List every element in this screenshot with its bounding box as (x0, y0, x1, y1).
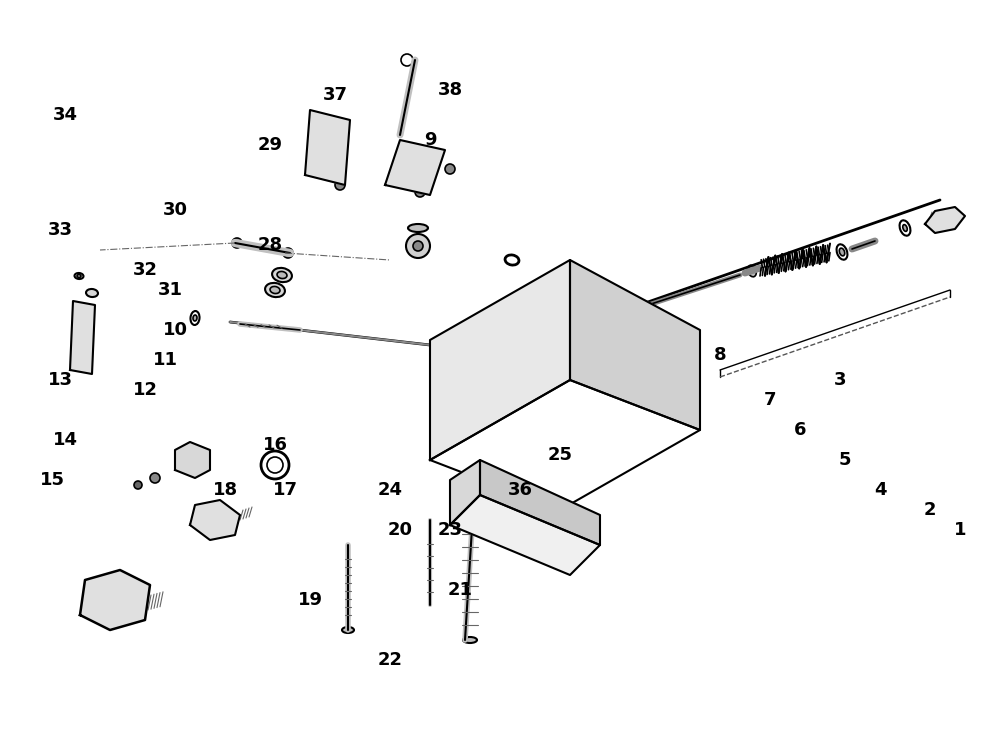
Circle shape (232, 238, 242, 248)
Text: 3: 3 (834, 371, 846, 389)
Polygon shape (570, 260, 700, 430)
Text: 14: 14 (53, 431, 78, 449)
Ellipse shape (342, 627, 354, 633)
Ellipse shape (484, 507, 496, 513)
Ellipse shape (77, 275, 81, 278)
Circle shape (445, 164, 455, 174)
Circle shape (78, 351, 86, 359)
Ellipse shape (559, 536, 571, 543)
Text: 13: 13 (48, 371, 73, 389)
Circle shape (100, 585, 130, 615)
Text: 25: 25 (548, 446, 572, 464)
Circle shape (78, 317, 86, 325)
Text: 19: 19 (298, 591, 323, 609)
Ellipse shape (837, 244, 847, 260)
Polygon shape (70, 301, 95, 374)
Text: 5: 5 (839, 451, 851, 469)
Text: 20: 20 (388, 521, 413, 539)
Ellipse shape (265, 283, 285, 297)
Ellipse shape (193, 315, 197, 321)
Text: 32: 32 (133, 261, 158, 279)
Ellipse shape (651, 374, 669, 386)
Ellipse shape (272, 268, 292, 282)
Circle shape (401, 54, 413, 66)
Text: 17: 17 (273, 481, 298, 499)
Text: 21: 21 (448, 581, 473, 599)
Circle shape (406, 234, 430, 258)
Ellipse shape (277, 272, 287, 278)
Circle shape (322, 158, 334, 170)
Polygon shape (385, 140, 445, 195)
Text: 22: 22 (378, 651, 403, 669)
Text: 8: 8 (714, 346, 726, 364)
Circle shape (108, 593, 122, 607)
Ellipse shape (534, 296, 546, 304)
Ellipse shape (839, 248, 845, 256)
Circle shape (576, 294, 584, 302)
Text: 37: 37 (323, 86, 348, 104)
Text: 29: 29 (258, 136, 283, 154)
Text: 10: 10 (163, 321, 188, 339)
Circle shape (150, 473, 160, 483)
Text: 11: 11 (153, 351, 178, 369)
Ellipse shape (903, 225, 907, 232)
Ellipse shape (75, 273, 83, 279)
Circle shape (283, 248, 293, 258)
Circle shape (78, 334, 86, 342)
Polygon shape (925, 207, 965, 233)
Text: 12: 12 (133, 381, 158, 399)
Text: 23: 23 (438, 521, 463, 539)
Ellipse shape (504, 316, 516, 324)
Ellipse shape (505, 255, 519, 265)
Text: 33: 33 (48, 221, 73, 239)
Circle shape (413, 241, 423, 251)
Text: 24: 24 (378, 481, 403, 499)
Text: 16: 16 (263, 436, 288, 454)
Circle shape (415, 187, 425, 197)
Ellipse shape (463, 637, 477, 643)
Polygon shape (450, 495, 600, 575)
Circle shape (335, 180, 345, 190)
Polygon shape (305, 110, 350, 185)
Text: 18: 18 (212, 481, 238, 499)
Circle shape (267, 457, 283, 473)
Circle shape (134, 481, 142, 489)
Text: 7: 7 (764, 391, 776, 409)
Text: 4: 4 (874, 481, 886, 499)
Polygon shape (190, 500, 240, 540)
Text: 30: 30 (163, 201, 188, 219)
Ellipse shape (408, 224, 428, 232)
Ellipse shape (86, 289, 98, 297)
Text: 15: 15 (40, 471, 65, 489)
Ellipse shape (474, 336, 486, 344)
Circle shape (943, 217, 949, 223)
Text: 34: 34 (53, 106, 78, 124)
Polygon shape (80, 570, 150, 630)
Text: 38: 38 (437, 81, 463, 99)
Text: 28: 28 (257, 236, 283, 254)
Text: 9: 9 (424, 131, 436, 149)
Text: 31: 31 (158, 281, 183, 299)
Circle shape (622, 305, 632, 315)
Text: 6: 6 (794, 421, 806, 439)
Polygon shape (450, 460, 480, 525)
Text: 1: 1 (954, 521, 966, 539)
Ellipse shape (190, 311, 200, 325)
Ellipse shape (900, 221, 910, 236)
Polygon shape (175, 442, 210, 478)
Text: 2: 2 (924, 501, 936, 519)
Ellipse shape (748, 265, 756, 277)
Circle shape (322, 118, 334, 130)
Text: 36: 36 (508, 481, 532, 499)
Polygon shape (480, 460, 600, 545)
Ellipse shape (651, 334, 669, 346)
Polygon shape (430, 380, 700, 510)
Polygon shape (430, 260, 570, 460)
Ellipse shape (524, 522, 536, 528)
Ellipse shape (270, 286, 280, 294)
Circle shape (206, 516, 214, 524)
Circle shape (261, 451, 289, 479)
